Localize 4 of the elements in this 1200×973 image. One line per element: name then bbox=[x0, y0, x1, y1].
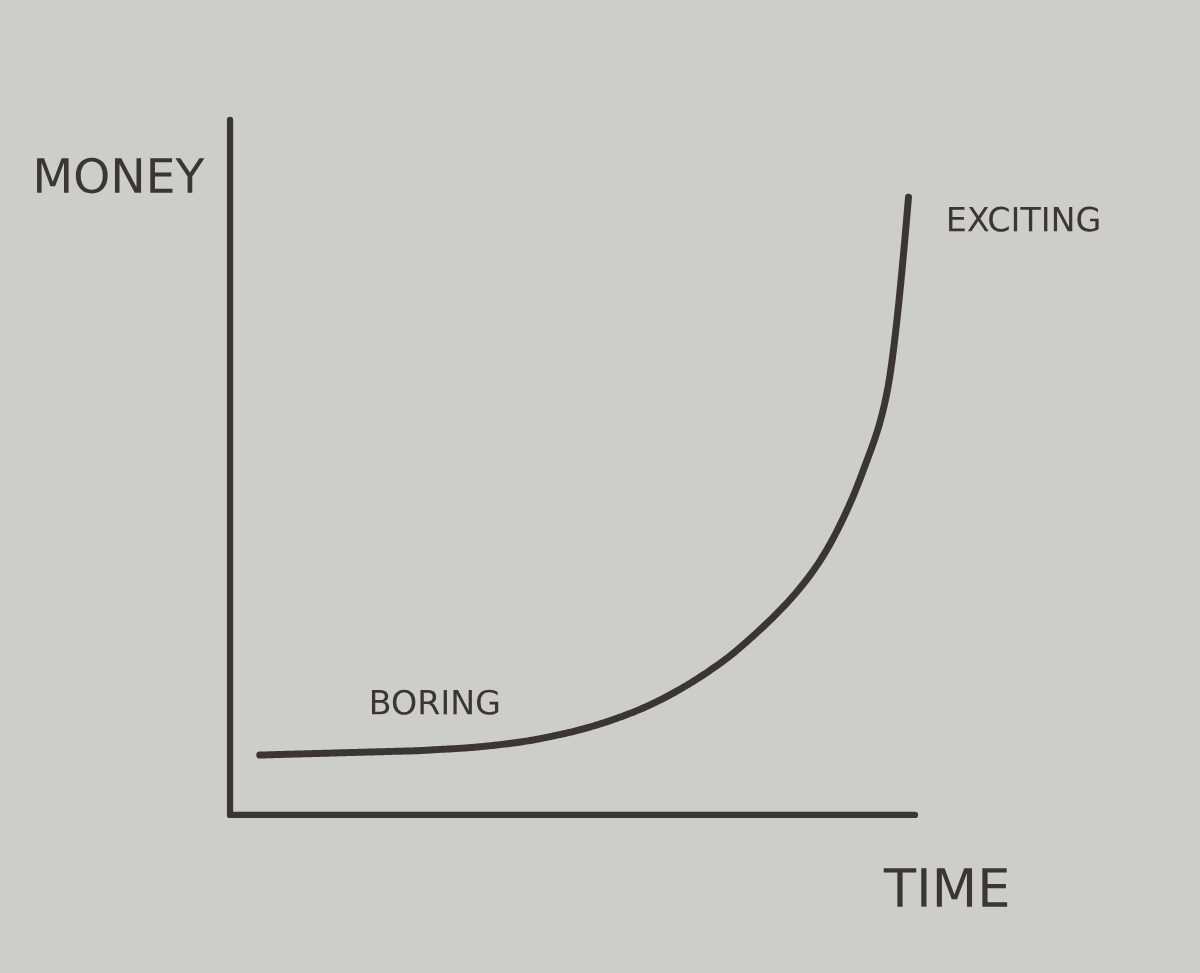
text: EXCITING bbox=[949, 206, 1099, 232]
annotation: BORING bbox=[371, 689, 499, 715]
y-axis-title: MONEY bbox=[37, 157, 205, 194]
x-axis-title: TIME bbox=[883, 868, 1008, 907]
